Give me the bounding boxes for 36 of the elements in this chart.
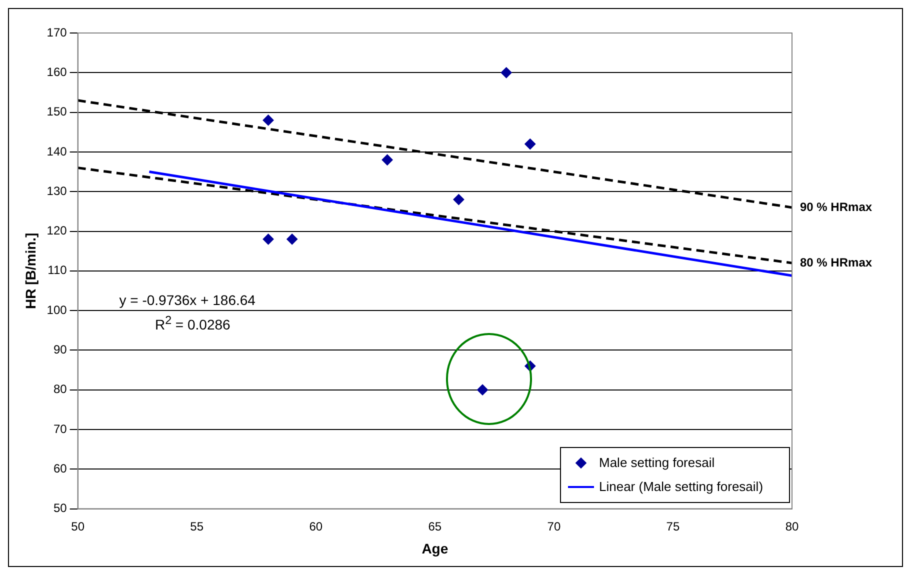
series-label: 90 % HRmax <box>800 200 872 214</box>
point <box>453 194 464 206</box>
point <box>477 384 488 396</box>
x-tick-label: 75 <box>666 519 680 534</box>
y-tick-label: 140 <box>46 144 68 158</box>
point <box>524 138 536 150</box>
y-tick-label: 130 <box>46 184 68 198</box>
x-tick-label: 80 <box>785 519 799 534</box>
y-tick-label: 160 <box>46 64 68 79</box>
annotation: R$^{2}$ = 0.0286 <box>154 314 230 332</box>
x-tick-label: 65 <box>428 519 442 534</box>
y-tick-label: 50 <box>53 501 68 516</box>
legend-label: Linear (Male setting foresail) <box>599 479 764 494</box>
y-tick-label: 80 <box>53 382 68 396</box>
y-tick-label: 100 <box>46 302 68 317</box>
point <box>500 67 512 78</box>
x-tick-label: 55 <box>190 519 204 534</box>
y-tick-label: 90 <box>53 342 68 357</box>
series-label: 80 % HRmax <box>800 255 872 270</box>
y-tick-label: 150 <box>46 104 68 119</box>
point <box>262 234 274 245</box>
x-tick-label: 60 <box>309 519 323 534</box>
legend-label: Male setting foresail <box>599 455 715 470</box>
point <box>382 154 393 166</box>
x-tick-label: 50 <box>71 519 85 534</box>
y-tick-label: 70 <box>53 422 68 436</box>
point <box>286 234 298 245</box>
y-axis-title: HR [B/min.] <box>22 232 38 310</box>
y-tick-label: 60 <box>53 461 68 476</box>
y-tick-label: 170 <box>46 25 68 40</box>
x-axis-title: Age <box>422 540 448 556</box>
point <box>262 114 274 126</box>
y-tick-label: 110 <box>48 263 68 278</box>
x-tick-label: 70 <box>547 519 561 534</box>
y-tick-label: 120 <box>46 224 68 238</box>
annotation: y = -0.9736x + 186.64 <box>119 292 256 308</box>
